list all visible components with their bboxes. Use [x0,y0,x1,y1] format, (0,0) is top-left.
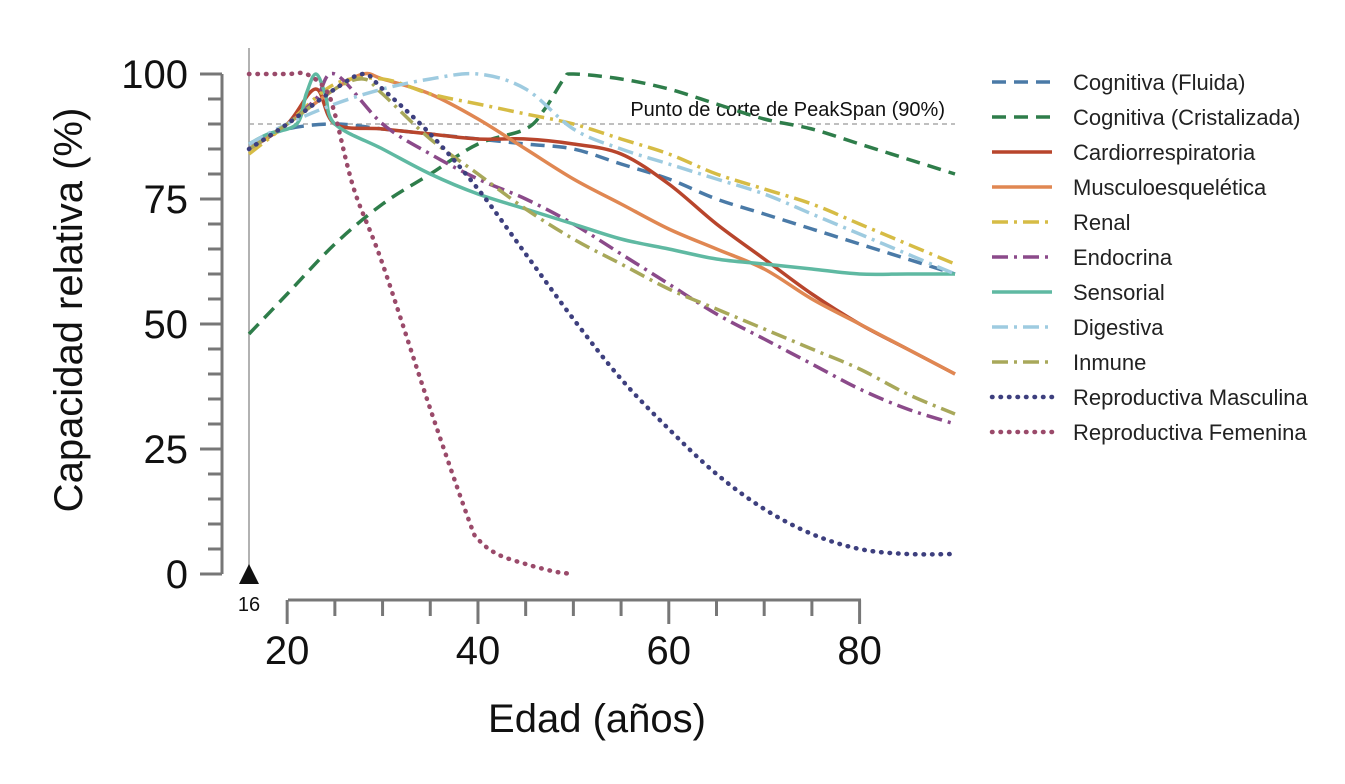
x-axis: 20 40 60 80 Edad (años) [265,598,882,741]
threshold-label: Punto de corte de PeakSpan (90%) [630,99,945,121]
series-group [246,70,958,577]
series-line-inmune [248,77,956,416]
series-line-cognitiva-cristalizada [247,72,956,336]
legend-label-musculoesqueletica: Musculoesquelética [1073,175,1267,200]
series-line-reproductiva-femenina [246,70,576,577]
x-tick-label: 80 [837,629,882,673]
start-marker-icon [239,564,259,584]
legend-label-sensorial: Sensorial [1073,280,1165,305]
y-tick-label: 0 [166,553,188,597]
x-tick-label: 60 [647,629,692,673]
x-tick-label: 20 [265,629,310,673]
series-line-endocrina [248,71,956,426]
x-axis-label: Edad (años) [488,697,706,741]
legend-label-endocrina: Endocrina [1073,245,1173,270]
legend: Cognitiva (Fluida) Cognitiva (Cristalizad… [989,70,1309,445]
legend-label-reproductiva-masculina: Reproductiva Masculina [1073,385,1309,410]
legend-label-renal: Renal [1073,210,1130,235]
y-tick-label: 100 [121,53,188,97]
legend-label-digestiva: Digestiva [1073,315,1164,340]
series-line-reproductiva-masculina [246,71,958,557]
y-tick-label: 50 [144,303,189,347]
legend-label-cognitiva-fluida: Cognitiva (Fluida) [1073,70,1245,95]
y-tick-label: 75 [144,178,189,222]
y-axis-label: Capacidad relativa (%) [47,108,91,513]
legend-label-inmune: Inmune [1073,350,1146,375]
y-tick-label: 25 [144,428,189,472]
series-line-sensorial [248,72,955,277]
y-axis: 0 25 50 75 100 Capacidad relativa (%) [47,53,224,597]
series-line-cognitiva-fluida [248,122,956,276]
legend-label-cognitiva-cristalizada: Cognitiva (Cristalizada) [1073,105,1300,130]
y-ticks: 0 25 50 75 100 [121,53,222,597]
legend-label-cardiorrespiratoria: Cardiorrespiratoria [1073,140,1256,165]
start-marker-label: 16 [238,594,260,616]
series-line-digestiva [248,71,956,276]
x-tick-label: 40 [456,629,501,673]
x-ticks: 20 40 60 80 [265,600,882,673]
legend-label-reproductiva-femenina: Reproductiva Femenina [1073,420,1307,445]
